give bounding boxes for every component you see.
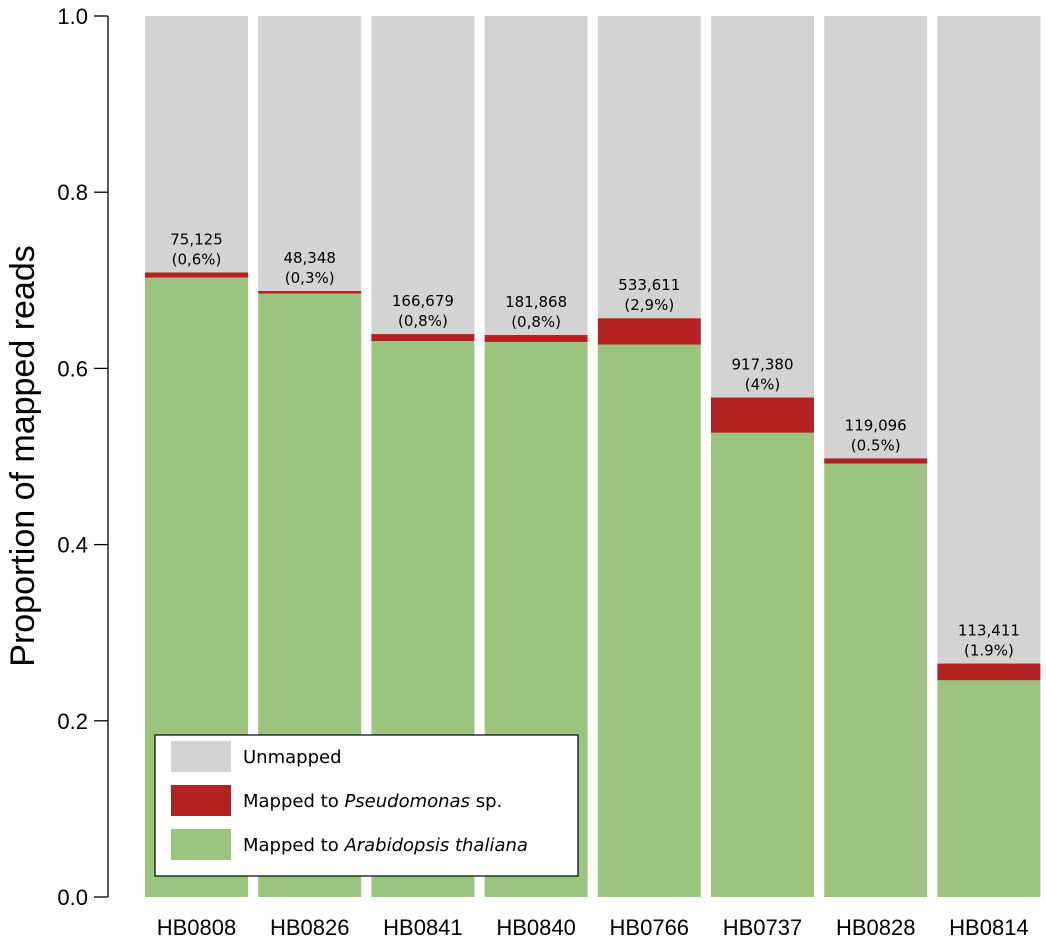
bar-segment-hb0814-unmapped xyxy=(937,16,1041,664)
annotation-percent: (0,6%) xyxy=(172,250,222,268)
bar-segment-hb0808-pseudomonas xyxy=(145,272,248,278)
annotation-count: 119,096 xyxy=(845,416,907,434)
annotation-percent: (0,8%) xyxy=(398,312,448,330)
bar-segment-hb0840-unmapped xyxy=(484,16,588,335)
bar-segment-hb0808-unmapped xyxy=(145,16,248,273)
x-tick-label: HB0826 xyxy=(270,915,350,940)
annotation-percent: (0,8%) xyxy=(511,313,561,331)
annotation-percent: (4%) xyxy=(745,376,781,394)
x-tick-label: HB0737 xyxy=(723,915,803,940)
annotation-count: 533,611 xyxy=(618,276,680,294)
y-tick-label: 0.4 xyxy=(57,533,88,558)
y-tick-label: 1.0 xyxy=(57,4,88,29)
x-tick-label: HB0808 xyxy=(157,915,237,940)
annotation-percent: (1.9%) xyxy=(964,642,1014,660)
x-tick-label: HB0766 xyxy=(610,915,690,940)
y-axis-title: Proportion of mapped reads xyxy=(4,245,42,666)
annotation-count: 48,348 xyxy=(283,249,336,267)
bar-segment-hb0737-unmapped xyxy=(711,16,814,398)
annotations-group: 75,125 (0,6%) 48,348 (0,3%) 166,679 (0,8%) 181… xyxy=(170,230,1020,659)
y-tick-label: 0.2 xyxy=(57,709,88,734)
y-axis: 0.0 0.2 0.4 0.6 0.8 1.0 xyxy=(57,4,109,910)
annotation-percent: (0,3%) xyxy=(285,269,335,287)
bar-segment-hb0828-unmapped xyxy=(824,16,928,459)
legend: Unmapped Mapped to Pseudomonas sp. Mapped … xyxy=(154,734,579,877)
bar-segment-hb0814-pseudomonas xyxy=(937,663,1041,681)
legend-swatch xyxy=(171,741,231,772)
y-tick-label: 0.8 xyxy=(57,180,88,205)
bar-segment-hb0828-arabidopsis xyxy=(824,463,928,897)
annotation-count: 75,125 xyxy=(170,230,223,248)
legend-label: Mapped to Pseudomonas sp. xyxy=(243,791,502,812)
bar-segment-hb0766-arabidopsis xyxy=(597,344,701,897)
annotation-percent: (0.5%) xyxy=(851,436,901,454)
bar-segment-hb0828-pseudomonas xyxy=(824,458,928,464)
legend-label: Mapped to Arabidopsis thaliana xyxy=(243,835,528,856)
legend-swatch xyxy=(171,785,231,816)
x-tick-label: HB0814 xyxy=(949,915,1029,940)
annotation-count: 917,380 xyxy=(731,356,793,374)
bar-segment-hb0840-pseudomonas xyxy=(484,334,588,342)
legend-label: Unmapped xyxy=(243,747,342,768)
bar-segment-hb0826-pseudomonas xyxy=(258,290,362,294)
bar-segment-hb0814-arabidopsis xyxy=(937,680,1041,897)
x-tick-label: HB0841 xyxy=(383,915,463,940)
annotation-count: 181,868 xyxy=(505,293,567,311)
bar-segment-hb0766-unmapped xyxy=(597,16,701,319)
annotation-count: 113,411 xyxy=(958,622,1020,640)
bar-segment-hb0841-pseudomonas xyxy=(371,334,475,342)
bar-segment-hb0737-arabidopsis xyxy=(711,432,814,897)
bar-segment-hb0766-pseudomonas xyxy=(597,318,701,345)
legend-swatch xyxy=(171,829,231,860)
y-tick-label: 0.0 xyxy=(57,885,88,910)
annotation-percent: (2,9%) xyxy=(624,296,674,314)
y-tick-label: 0.6 xyxy=(57,356,88,381)
bar-segment-hb0841-unmapped xyxy=(371,16,475,335)
x-tick-label: HB0828 xyxy=(836,915,916,940)
bar-segment-hb0737-pseudomonas xyxy=(711,397,814,433)
x-axis: HB0808 HB0826 HB0841 HB0840 HB0766 HB0737 HB08… xyxy=(157,915,1029,940)
bar-segment-hb0826-unmapped xyxy=(258,16,362,291)
x-tick-label: HB0840 xyxy=(496,915,576,940)
annotation-count: 166,679 xyxy=(392,292,454,310)
